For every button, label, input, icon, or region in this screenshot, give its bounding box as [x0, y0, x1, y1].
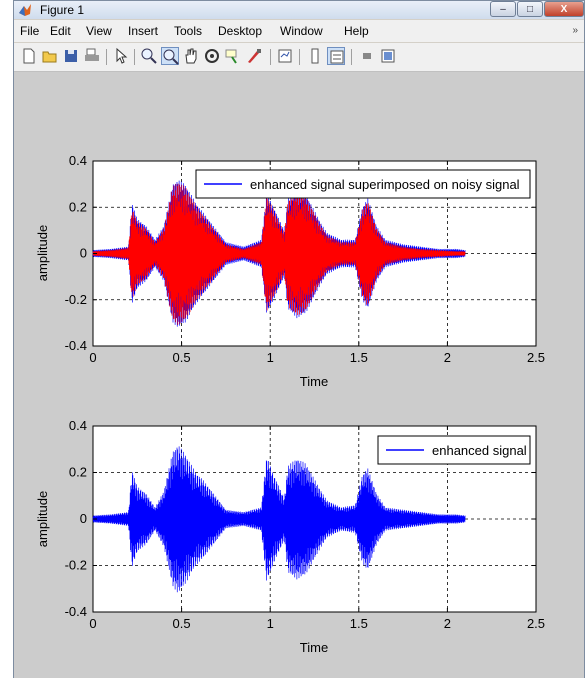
bottom-xlabel: Time: [300, 640, 328, 655]
toolbar-separator: [106, 49, 107, 65]
x-tick-label: 2.5: [527, 616, 545, 631]
y-tick-label: 0.4: [69, 153, 87, 168]
window-title: Figure 1: [40, 3, 85, 17]
hide-plot-tools-icon[interactable]: [358, 47, 376, 65]
x-tick-label: 2: [444, 616, 451, 631]
menu-window[interactable]: Window: [280, 24, 323, 38]
rotate-3d-icon[interactable]: [203, 47, 221, 65]
y-tick-label: -0.2: [65, 558, 87, 573]
save-icon[interactable]: [62, 47, 80, 65]
menu-insert[interactable]: Insert: [128, 24, 159, 38]
zoom-in-icon[interactable]: [140, 47, 158, 65]
x-tick-label: 2: [444, 350, 451, 365]
y-tick-label: -0.4: [65, 604, 87, 619]
bottom-legend[interactable]: enhanced signal: [377, 435, 531, 465]
top-legend[interactable]: enhanced signal superimposed on noisy si…: [195, 169, 531, 199]
x-tick-label: 1.5: [350, 350, 368, 365]
toolbar-separator: [351, 49, 352, 65]
bottom-ylabel: amplitude: [35, 491, 50, 547]
x-tick-label: 1.5: [350, 616, 368, 631]
x-tick-label: 0.5: [173, 616, 191, 631]
top-legend-box: [195, 169, 531, 199]
matlab-logo-icon: [19, 4, 31, 16]
x-tick-label: 1: [267, 616, 274, 631]
data-cursor-icon[interactable]: [224, 47, 242, 65]
top-axes-ticks: 0 0.5 1 1.5 2 2.5 0.4 0.2 0 -0.2 -0.4: [65, 153, 545, 365]
menu-help[interactable]: Help: [344, 24, 369, 38]
edit-plot-arrow-icon[interactable]: [112, 47, 130, 65]
menu-overflow-icon[interactable]: »: [572, 25, 578, 36]
menu-view[interactable]: View: [86, 24, 112, 38]
y-tick-label: 0.4: [69, 418, 87, 433]
new-figure-icon[interactable]: [20, 47, 38, 65]
bottom-axes-series: [92, 446, 466, 593]
top-legend-label: enhanced signal superimposed on noisy si…: [250, 177, 520, 192]
plots-svg: 0 0.5 1 1.5 2 2.5 0.4 0.2 0 -0.2 -0.4 Time amplitu…: [35, 153, 545, 655]
legend-icon[interactable]: [327, 47, 345, 65]
x-tick-label: 1: [267, 350, 274, 365]
signal-series-line: [92, 183, 466, 325]
title-bar[interactable]: Figure 1 – □ X: [14, 1, 584, 19]
colorbar-icon[interactable]: [306, 47, 324, 65]
menu-tools[interactable]: Tools: [174, 24, 203, 38]
x-tick-label: 0: [89, 616, 96, 631]
figure-toolbar: [14, 43, 584, 72]
signal-series-line: [92, 446, 466, 593]
toolbar-separator: [134, 49, 135, 65]
top-ylabel: amplitude: [35, 225, 50, 281]
minimize-button[interactable]: –: [490, 1, 516, 17]
x-tick-label: 0.5: [173, 350, 191, 365]
maximize-button[interactable]: □: [517, 1, 543, 17]
menu-desktop[interactable]: Desktop: [218, 24, 263, 38]
menu-file[interactable]: File: [20, 24, 40, 38]
menu-bar: File Edit View Insert Tools Desktop Wind…: [14, 20, 584, 42]
x-tick-label: 2.5: [527, 350, 545, 365]
y-tick-label: -0.2: [65, 292, 87, 307]
show-plot-tools-icon[interactable]: [379, 47, 397, 65]
figure-canvas: 0 0.5 1 1.5 2 2.5 0.4 0.2 0 -0.2 -0.4 Time amplitu…: [14, 72, 584, 678]
open-file-icon[interactable]: [41, 47, 59, 65]
menu-edit[interactable]: Edit: [50, 24, 71, 38]
figure-window: Figure 1 – □ X File Edit View Insert Too…: [13, 0, 585, 678]
top-axes[interactable]: 0 0.5 1 1.5 2 2.5 0.4 0.2 0 -0.2 -0.4 Time amplitu…: [35, 153, 545, 389]
y-tick-label: -0.4: [65, 338, 87, 353]
bottom-axes-ticks: 0 0.5 1 1.5 2 2.5 0.4 0.2 0 -0.2 -0.4: [65, 418, 545, 631]
pan-hand-icon[interactable]: [182, 47, 200, 65]
top-xlabel: Time: [300, 374, 328, 389]
print-icon[interactable]: [83, 47, 101, 65]
bottom-axes[interactable]: 0 0.5 1 1.5 2 2.5 0.4 0.2 0 -0.2 -0.4 Time amplitu…: [35, 418, 545, 655]
toolbar-separator: [299, 49, 300, 65]
top-axes-series: [92, 180, 466, 327]
link-plot-icon[interactable]: [276, 47, 294, 65]
y-tick-label: 0.2: [69, 199, 87, 214]
bottom-legend-label: enhanced signal: [432, 443, 527, 458]
zoom-out-icon[interactable]: [161, 47, 179, 65]
x-tick-label: 0: [89, 350, 96, 365]
y-tick-label: 0.2: [69, 465, 87, 480]
y-tick-label: 0: [80, 246, 87, 261]
y-tick-label: 0: [80, 511, 87, 526]
toolbar-separator: [270, 49, 271, 65]
brush-icon[interactable]: [245, 47, 263, 65]
close-button[interactable]: X: [544, 1, 584, 17]
